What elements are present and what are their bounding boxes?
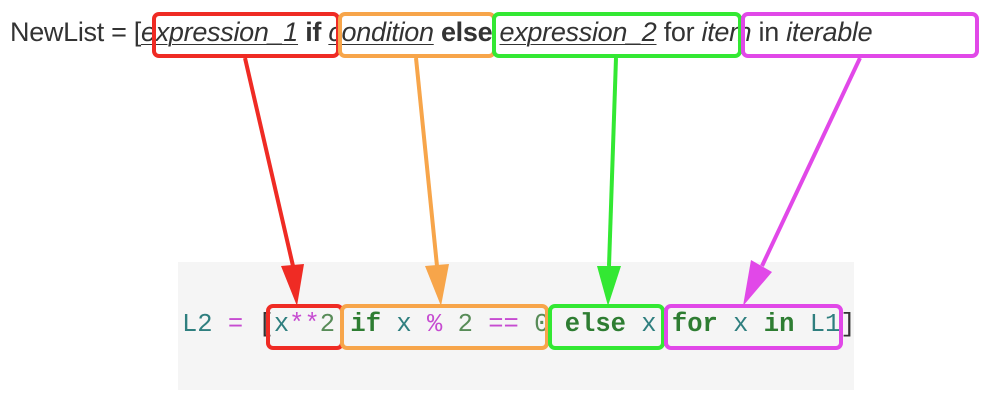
syntax-expression-2: expression_2 <box>499 17 657 47</box>
else-expression-box <box>492 12 742 58</box>
syntax-iterable: iterable <box>786 17 873 47</box>
code-in-keyword: in <box>763 310 795 339</box>
arrow-expression <box>243 57 304 306</box>
syntax-in-keyword: in <box>758 17 780 47</box>
arrow-for <box>743 57 862 306</box>
code-condition-box <box>340 304 549 350</box>
code-x-1: x <box>273 310 290 339</box>
code-x-2: x <box>396 310 412 339</box>
syntax-prefix: NewList = [ <box>10 17 142 47</box>
code-iterable: L1 <box>809 310 841 339</box>
code-for-box <box>664 304 843 350</box>
code-power-op: ** <box>289 310 320 339</box>
comprehension-syntax-template: NewList = [expression_1 if condition els… <box>10 17 873 48</box>
code-for-keyword: for <box>671 310 718 339</box>
syntax-else-keyword: else <box>440 17 493 47</box>
syntax-for-keyword: for <box>663 17 695 47</box>
code-else-box <box>548 304 665 350</box>
code-expression-box <box>266 304 344 350</box>
code-two-2: 2 <box>457 310 473 339</box>
for-clause-box <box>741 12 979 58</box>
code-if-keyword: if <box>350 310 382 339</box>
code-eq-op: == <box>488 310 519 339</box>
code-lhs: L2 <box>182 310 213 339</box>
syntax-expression-1: expression_1 <box>141 17 299 47</box>
code-example: L2 = [x**2 if x % 2 == 0 else x for x in… <box>182 310 856 339</box>
syntax-if-keyword: if <box>305 17 322 47</box>
code-two-1: 2 <box>319 310 336 339</box>
expression-1-box <box>152 12 340 58</box>
code-assign: = <box>227 310 244 339</box>
arrow-else <box>597 57 621 306</box>
syntax-condition: condition <box>328 17 434 47</box>
code-x-3: x <box>641 310 657 339</box>
code-close-bracket: ] <box>840 310 856 339</box>
code-mod-op: % <box>426 310 443 339</box>
condition-box <box>338 12 496 58</box>
code-x-4: x <box>733 310 749 339</box>
arrow-condition <box>414 57 449 306</box>
code-else-keyword: else <box>564 310 626 339</box>
